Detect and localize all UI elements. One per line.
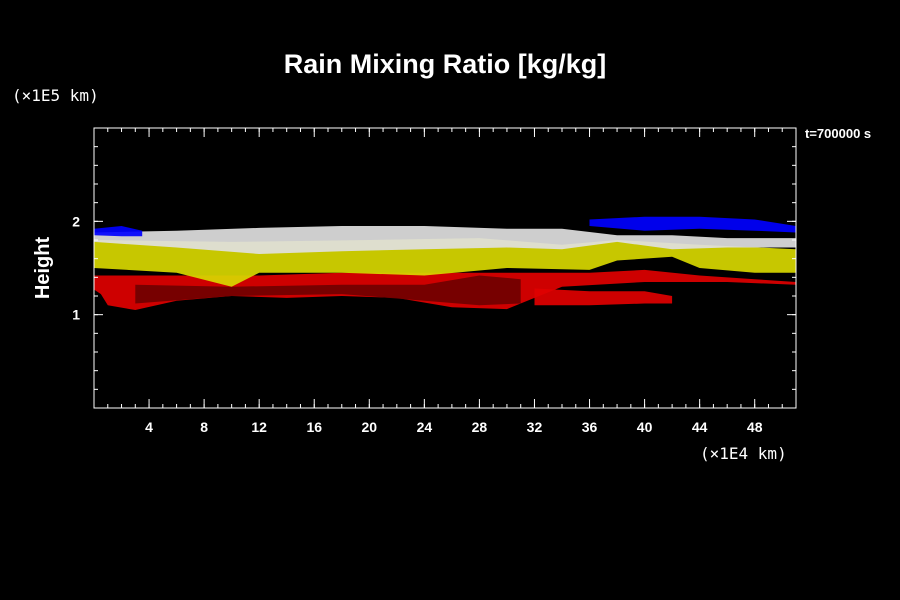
x-unit-label: (×1E4 km)	[700, 444, 787, 463]
field-region-dark-red-2	[135, 275, 521, 306]
x-tick-label: 40	[637, 419, 653, 435]
field-region-red-1	[534, 288, 673, 306]
y-unit-label: (×1E5 km)	[12, 86, 99, 105]
time-label: t=700000 s	[805, 126, 871, 141]
y-tick-label: 2	[72, 213, 80, 229]
x-tick-label: 32	[527, 419, 543, 435]
y-tick-label: 1	[72, 307, 80, 323]
x-tick-label: 24	[417, 419, 433, 435]
x-tick-label: 48	[747, 419, 763, 435]
field-region-blue-6	[589, 216, 796, 233]
plot-frame	[93, 127, 797, 409]
x-tick-label: 20	[362, 419, 378, 435]
y-axis-label: Height	[32, 237, 54, 300]
x-tick-label: 44	[692, 419, 708, 435]
x-tick-label: 12	[251, 419, 267, 435]
x-tick-label: 36	[582, 419, 598, 435]
x-tick-label: 4	[145, 419, 153, 435]
x-tick-label: 16	[306, 419, 322, 435]
field-region-white-4	[94, 226, 796, 254]
field-region-blue-5	[94, 226, 143, 237]
chart-title: Rain Mixing Ratio [kg/kg]	[284, 49, 607, 79]
x-tick-label: 28	[472, 419, 488, 435]
x-tick-label: 8	[200, 419, 208, 435]
plot-area	[94, 128, 796, 408]
